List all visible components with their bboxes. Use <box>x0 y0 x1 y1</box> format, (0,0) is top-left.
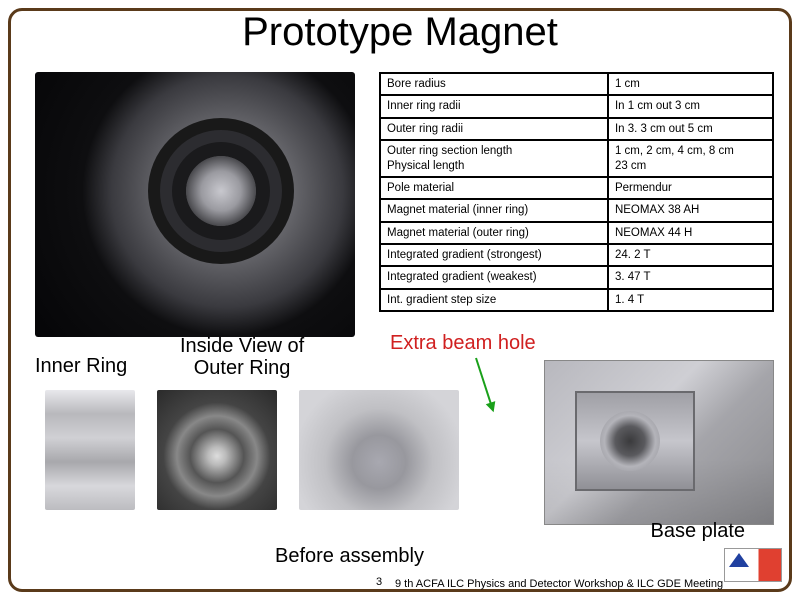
value-cell: 1. 4 T <box>608 289 773 311</box>
inner-ring-label: Inner Ring <box>35 355 127 378</box>
institute-logo <box>724 548 782 582</box>
table-row: Int. gradient step size1. 4 T <box>380 289 773 311</box>
param-cell: Pole material <box>380 177 608 199</box>
param-cell: Integrated gradient (strongest) <box>380 244 608 266</box>
outer-ring-label: Inside View of Outer Ring <box>180 335 304 379</box>
table-row: Bore radius1 cm <box>380 73 773 95</box>
main-bore-photo <box>35 72 355 337</box>
outer-ring-label-l2: Outer Ring <box>194 357 291 379</box>
base-plate-label: Base plate <box>650 520 745 543</box>
param-cell: Magnet material (outer ring) <box>380 222 608 244</box>
extra-beam-hole-label: Extra beam hole <box>390 332 536 355</box>
value-cell: 1 cm <box>608 73 773 95</box>
table-row: Magnet material (outer ring)NEOMAX 44 H <box>380 222 773 244</box>
table-row: Inner ring radiiIn 1 cm out 3 cm <box>380 95 773 117</box>
spec-table: Bore radius1 cmInner ring radiiIn 1 cm o… <box>379 72 774 312</box>
footer-text: 9 th ACFA ILC Physics and Detector Works… <box>395 578 723 590</box>
before-assembly-label: Before assembly <box>275 545 424 568</box>
table-row: Outer ring section lengthPhysical length… <box>380 140 773 177</box>
inner-ring-photo <box>45 390 135 510</box>
table-row: Outer ring radiiIn 3. 3 cm out 5 cm <box>380 118 773 140</box>
value-cell: 24. 2 T <box>608 244 773 266</box>
value-cell: In 3. 3 cm out 5 cm <box>608 118 773 140</box>
param-cell: Bore radius <box>380 73 608 95</box>
value-cell: Permendur <box>608 177 773 199</box>
outer-ring-inside-photo <box>157 390 277 510</box>
base-plate-photo <box>544 360 774 525</box>
param-cell: Integrated gradient (weakest) <box>380 266 608 288</box>
value-cell: NEOMAX 44 H <box>608 222 773 244</box>
thumbnail-row <box>45 390 459 510</box>
param-cell: Outer ring section lengthPhysical length <box>380 140 608 177</box>
page-number: 3 <box>376 576 382 588</box>
param-cell: Int. gradient step size <box>380 289 608 311</box>
param-cell: Inner ring radii <box>380 95 608 117</box>
table-row: Magnet material (inner ring)NEOMAX 38 AH <box>380 199 773 221</box>
before-assembly-photo <box>299 390 459 510</box>
param-cell: Outer ring radii <box>380 118 608 140</box>
table-row: Integrated gradient (weakest)3. 47 T <box>380 266 773 288</box>
value-cell: 1 cm, 2 cm, 4 cm, 8 cm23 cm <box>608 140 773 177</box>
outer-ring-label-l1: Inside View of <box>180 335 304 357</box>
param-cell: Magnet material (inner ring) <box>380 199 608 221</box>
table-row: Integrated gradient (strongest)24. 2 T <box>380 244 773 266</box>
table-row: Pole materialPermendur <box>380 177 773 199</box>
slide-title: Prototype Magnet <box>0 10 800 55</box>
value-cell: 3. 47 T <box>608 266 773 288</box>
value-cell: NEOMAX 38 AH <box>608 199 773 221</box>
value-cell: In 1 cm out 3 cm <box>608 95 773 117</box>
